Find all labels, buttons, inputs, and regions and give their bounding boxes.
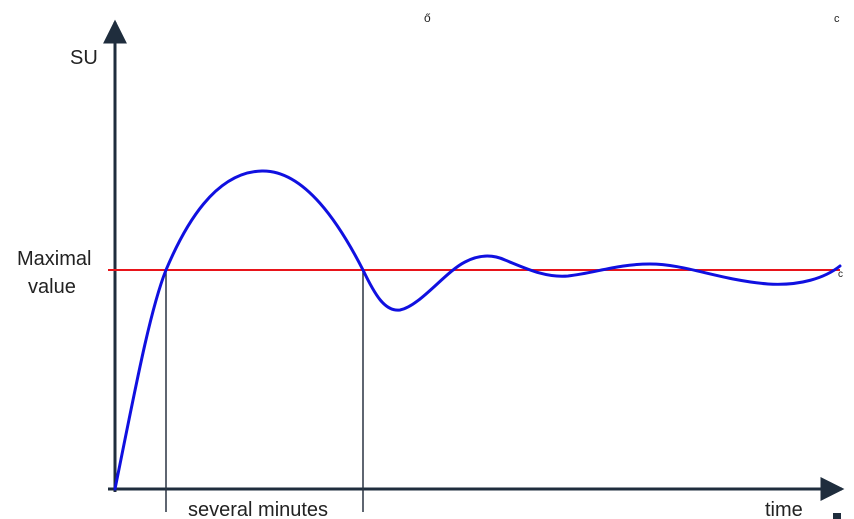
y-axis-label: SU [70, 47, 98, 69]
maximal-value-label-line1: Maximal [17, 248, 91, 270]
maximal-value-label-line2: value [28, 276, 76, 298]
interval-label: several minutes [188, 499, 328, 519]
corner-blot [833, 513, 841, 519]
top-mark-icon: ő [424, 11, 431, 25]
edge-mark-icon: c [838, 269, 843, 280]
x-axis-label: time [765, 499, 803, 519]
corner-mark-icon: c [834, 13, 840, 25]
response-curve [113, 169, 842, 491]
